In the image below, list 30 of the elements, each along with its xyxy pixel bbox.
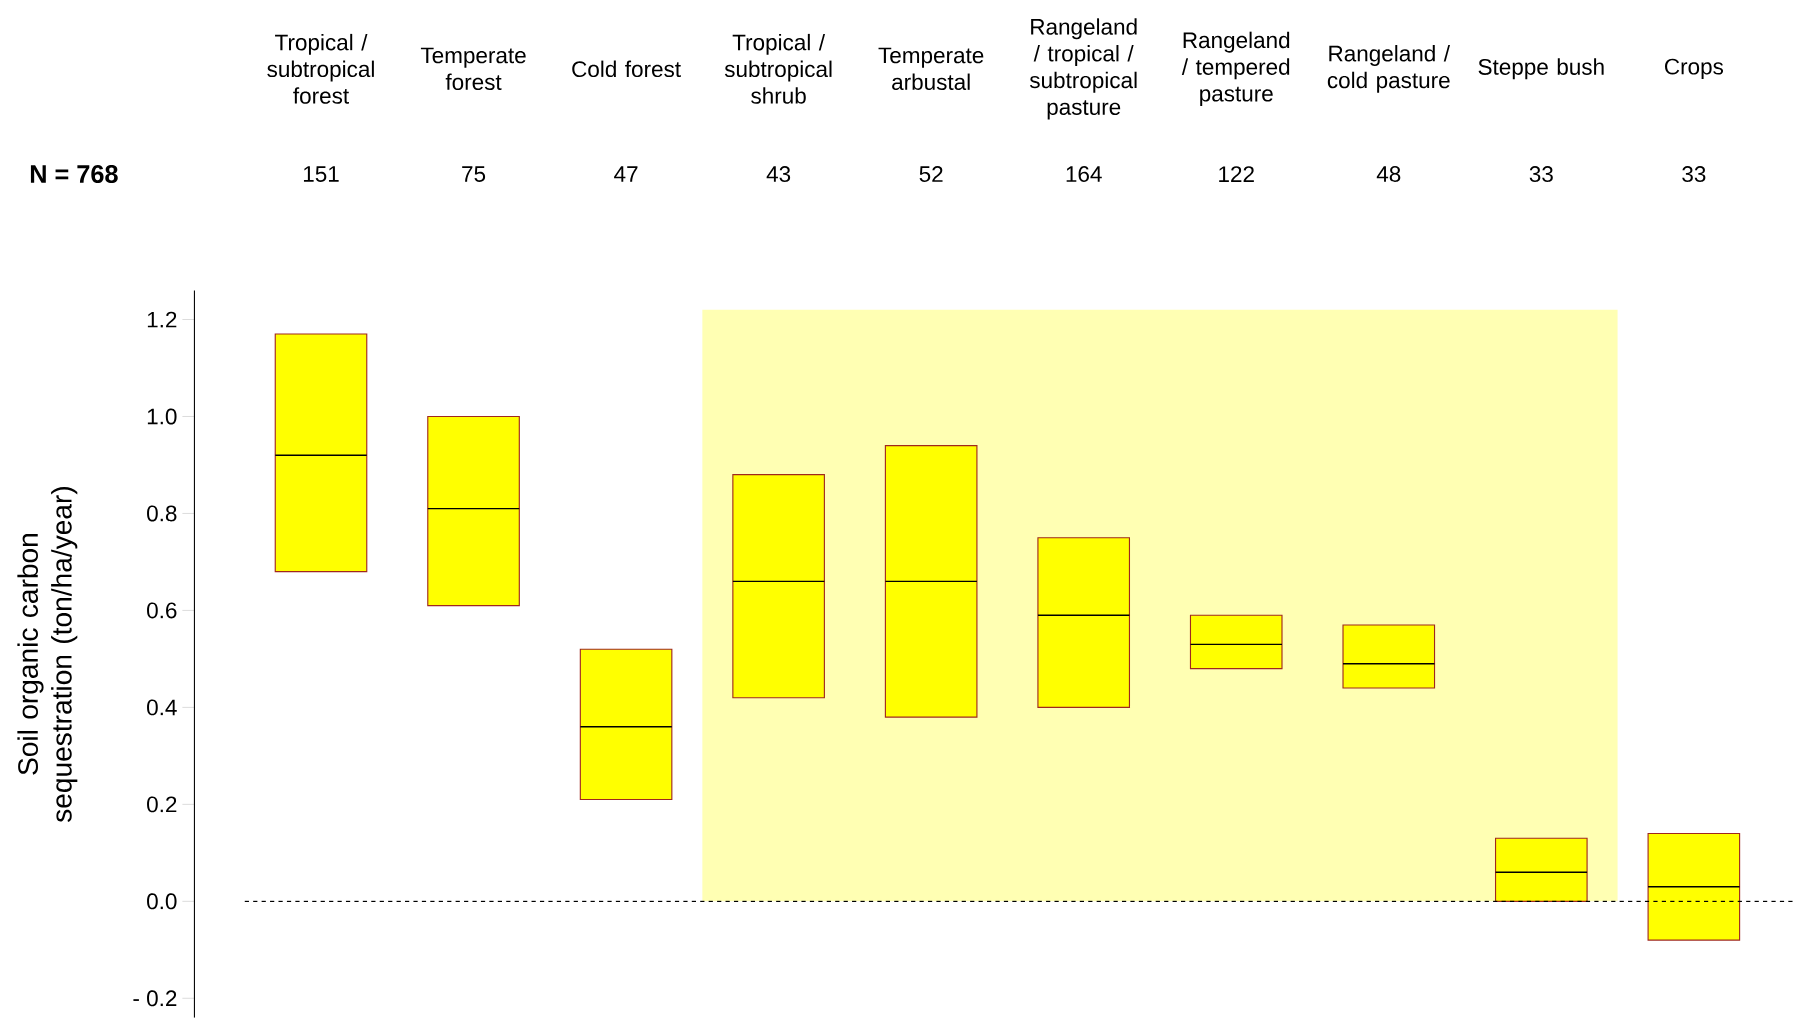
text: 43 [766,166,791,183]
text: 33 [1682,166,1706,183]
x-tick-label: Tropical / subtropical forest [267,34,374,104]
y-tick-label: 0.6 [147,602,177,619]
y-tick-label: 0.0 [147,893,177,910]
y-tick-label: 0.8 [147,505,177,522]
text: 47 [614,166,638,182]
text: 151 [303,166,339,183]
x-tick-label: Rangeland / cold pasture [1327,45,1450,93]
x-tick-label: Temperate arbustal [878,47,984,91]
x-tick-label: Temperate forest [420,47,526,91]
text: 52 [919,166,943,183]
text: N = 768 [30,165,118,184]
text: 164 [1066,166,1102,183]
text: 48 [1376,166,1401,183]
y-tick-label: 0.4 [147,699,177,716]
text: 33 [1529,166,1553,183]
text: 122 [1219,166,1254,183]
y-tick-label: 1.2 [147,311,177,328]
y-tick-label: 0.2 [147,796,177,813]
text: 75 [462,166,486,183]
x-tick-label: Rangeland / tempered pasture [1181,31,1290,107]
x-tick-label: Rangeland / tropical / subtropical pasture [1029,18,1137,120]
x-tick-label: Cold forest [572,60,681,78]
y-axis-title: Soil organic carbon sequestration (ton/ha/year) [17,487,78,823]
y-tick-label: - 0.2 [133,990,177,1007]
x-tick-label: Crops [1665,58,1724,80]
x-tick-label: Tropical / subtropical shrub [724,34,832,104]
x-tick-label: Steppe bush [1478,58,1604,80]
y-tick-label: 1.0 [147,408,177,425]
